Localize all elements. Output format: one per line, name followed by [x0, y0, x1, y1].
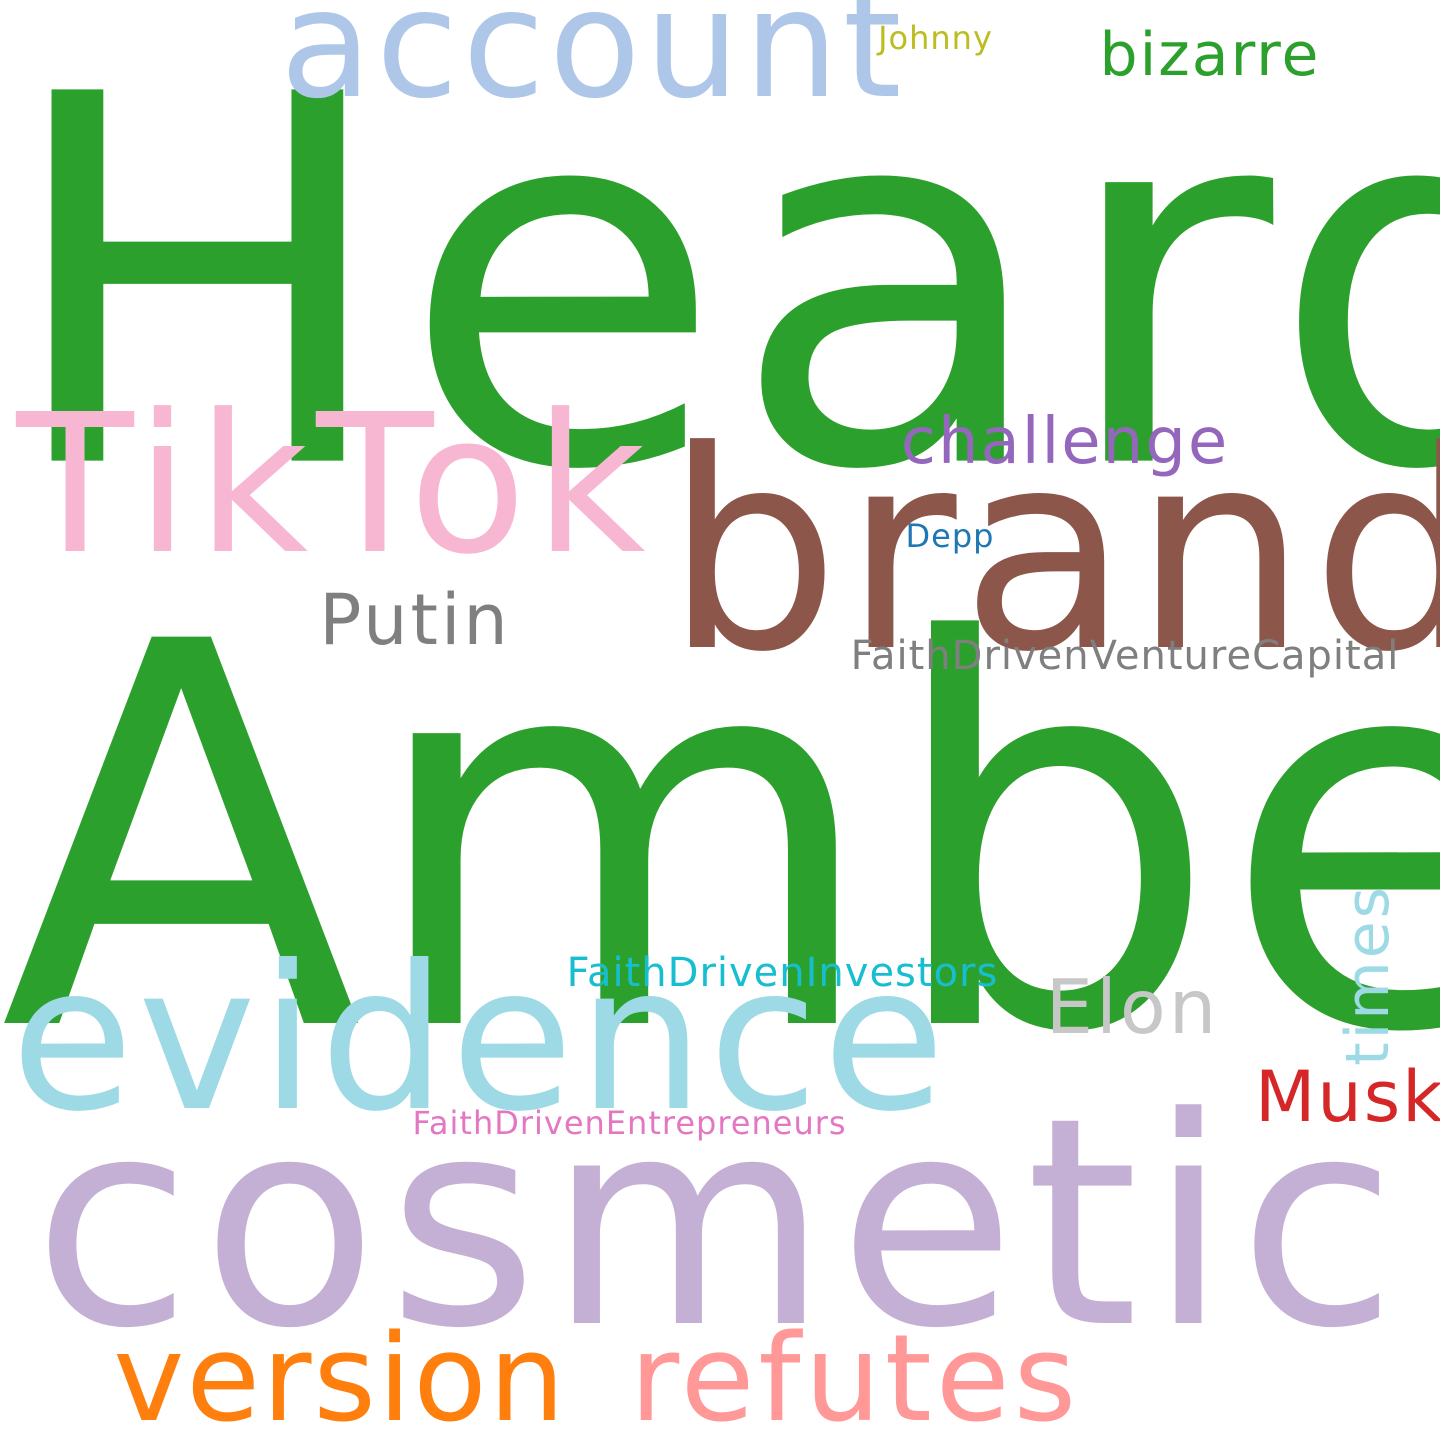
word-account: account [280, 0, 906, 132]
word-times: times [1333, 884, 1403, 1066]
word-elon: Elon [1045, 963, 1220, 1051]
word-heard: Heard [0, 0, 1440, 581]
word-johnny: Johnny [878, 19, 993, 57]
word-faithdrivenentrepreneurs: FaithDrivenEntrepreneurs [412, 1104, 847, 1142]
word-cosmetic: cosmetic [33, 1056, 1407, 1391]
word-depp: Depp [905, 517, 995, 555]
word-refutes: refutes [629, 1310, 1081, 1440]
word-faithdrivenventurecapital: FaithDrivenVentureCapital [850, 633, 1400, 679]
word-amber: Amber [0, 531, 1440, 1148]
word-faithdriveninvestors: FaithDrivenInvestors [566, 950, 999, 996]
word-bizarre: bizarre [1099, 20, 1321, 90]
word-brand: brand [665, 392, 1440, 712]
word-putin: Putin [319, 579, 511, 661]
word-challenge: challenge [900, 405, 1230, 479]
word-version: version [113, 1310, 567, 1440]
word-tiktok: TikTok [16, 374, 654, 597]
word-musk: Musk [1255, 1056, 1440, 1138]
word-evidence: evidence [10, 923, 950, 1156]
